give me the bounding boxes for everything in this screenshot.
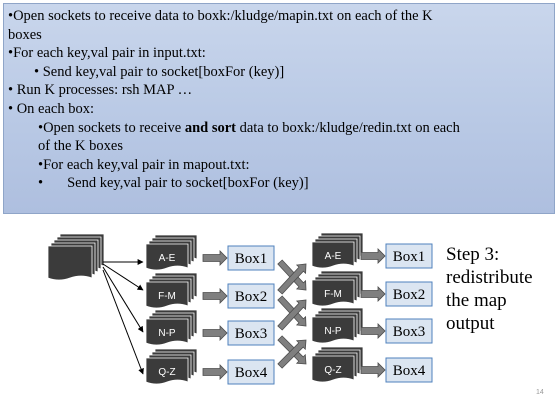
left-block-arrows <box>203 251 227 379</box>
block-arrow <box>203 251 227 265</box>
left-box-column: Box1 Box2 Box3 Box4 <box>228 246 274 384</box>
block-arrow <box>203 365 227 379</box>
step-caption: Step 3: redistribute the map output <box>446 243 556 335</box>
partition-stack-n-p: N-P <box>146 310 197 345</box>
partition-label: N-P <box>324 326 342 337</box>
partition-label: N-P <box>158 328 176 339</box>
box-label: Box1 <box>235 251 268 267</box>
box-node: Box2 <box>228 284 274 308</box>
partition-stack-f-m: F-M <box>146 273 197 308</box>
box-node: Box2 <box>386 282 432 306</box>
slide-number: 14 <box>536 389 544 396</box>
block-arrow <box>361 324 385 338</box>
right-box-column: Box1 Box2 Box3 Box4 <box>386 244 432 382</box>
partition-stack-n-p: N-P <box>312 308 363 343</box>
partition-stack-a-e: A-E <box>146 235 197 270</box>
right-partition-stacks: A-E F-M N-P Q-Z <box>312 233 363 382</box>
partition-label: F-M <box>158 291 176 302</box>
block-arrow <box>361 287 385 301</box>
box-label: Box1 <box>393 249 426 265</box>
input-document-stack <box>48 234 104 280</box>
block-arrow <box>361 249 385 263</box>
partition-stack-q-z: Q-Z <box>312 347 363 382</box>
box-label: Box4 <box>235 365 268 381</box>
box-node: Box3 <box>228 321 274 345</box>
partition-label: F-M <box>324 289 342 300</box>
step-caption-line: Step 3: <box>446 243 556 266</box>
step-caption-line: redistribute <box>446 266 556 289</box>
right-block-arrows <box>361 249 385 377</box>
partition-label: A-E <box>159 253 176 264</box>
box-node: Box4 <box>228 360 274 384</box>
partition-label: Q-Z <box>158 367 175 378</box>
box-node: Box1 <box>386 244 432 268</box>
input-document-stack <box>48 234 104 280</box>
split-arrows <box>103 262 143 374</box>
box-label: Box2 <box>393 287 426 303</box>
box-label: Box4 <box>393 363 426 379</box>
partition-stack-f-m: F-M <box>312 271 363 306</box>
document-sheet <box>48 246 92 280</box>
partition-label: A-E <box>325 251 342 262</box>
partition-stack-a-e: A-E <box>312 233 363 268</box>
partition-label: Q-Z <box>324 365 341 376</box>
box-node: Box1 <box>228 246 274 270</box>
step-caption-line: output <box>446 312 556 335</box>
shuffle-arrows <box>278 260 306 368</box>
box-node: Box4 <box>386 358 432 382</box>
partition-stack-q-z: Q-Z <box>146 349 197 384</box>
left-partition-stacks: A-E F-M N-P Q-Z <box>146 235 197 384</box>
box-label: Box2 <box>235 289 268 305</box>
block-arrow <box>361 363 385 377</box>
box-label: Box3 <box>235 326 268 342</box>
block-arrow <box>203 289 227 303</box>
block-arrow <box>203 326 227 340</box>
step-caption-line: the map <box>446 289 556 312</box>
box-label: Box3 <box>393 324 426 340</box>
box-node: Box3 <box>386 319 432 343</box>
